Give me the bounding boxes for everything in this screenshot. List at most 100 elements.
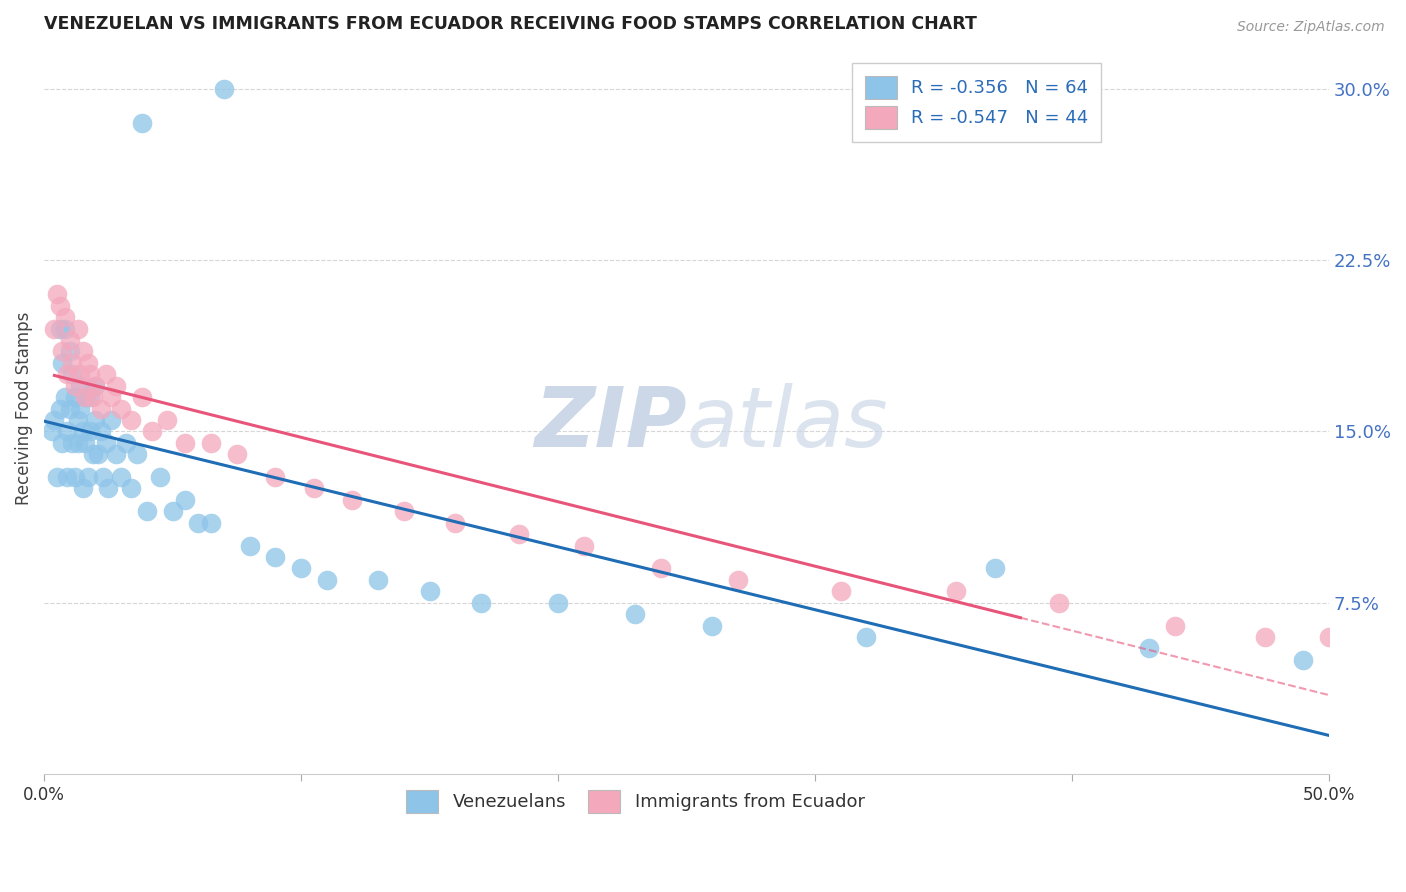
Point [110, 470, 132, 484]
Point [121, 413, 143, 427]
Point [56, 470, 79, 484]
Point [264, 470, 287, 484]
Legend: Venezuelans, Immigrants from Ecuador: Venezuelans, Immigrants from Ecuador [391, 775, 879, 827]
Point [239, 539, 262, 553]
Point [418, 584, 440, 599]
Point [56, 368, 79, 382]
Point [149, 470, 172, 484]
Point [94, 368, 117, 382]
Point [156, 413, 179, 427]
Point [508, 527, 530, 541]
Point [79, 425, 101, 439]
Point [51, 356, 73, 370]
Point [84, 378, 107, 392]
Point [94, 435, 117, 450]
Point [44, 321, 66, 335]
Point [115, 435, 138, 450]
Point [187, 516, 209, 530]
Point [48, 299, 70, 313]
Point [1163, 618, 1185, 632]
Point [200, 435, 222, 450]
Point [444, 516, 467, 530]
Point [66, 321, 89, 335]
Point [79, 368, 101, 382]
Point [72, 425, 94, 439]
Text: VENEZUELAN VS IMMIGRANTS FROM ECUADOR RECEIVING FOOD STAMPS CORRELATION CHART: VENEZUELAN VS IMMIGRANTS FROM ECUADOR RE… [44, 15, 977, 33]
Point [264, 549, 287, 564]
Point [302, 482, 325, 496]
Point [162, 504, 184, 518]
Point [121, 482, 143, 496]
Point [200, 516, 222, 530]
Point [90, 425, 112, 439]
Point [212, 81, 235, 95]
Point [75, 435, 97, 450]
Point [72, 344, 94, 359]
Point [105, 378, 128, 392]
Point [131, 116, 153, 130]
Point [48, 401, 70, 416]
Point [105, 447, 128, 461]
Point [91, 470, 114, 484]
Text: atlas: atlas [686, 383, 889, 464]
Point [131, 390, 153, 404]
Point [66, 413, 89, 427]
Point [82, 390, 104, 404]
Point [830, 584, 852, 599]
Point [60, 356, 83, 370]
Point [650, 561, 672, 575]
Point [700, 618, 723, 632]
Point [75, 390, 97, 404]
Point [41, 425, 63, 439]
Text: Source: ZipAtlas.com: Source: ZipAtlas.com [1237, 20, 1385, 34]
Point [82, 447, 104, 461]
Point [69, 378, 91, 392]
Point [547, 596, 569, 610]
Point [48, 321, 70, 335]
Point [72, 482, 94, 496]
Point [367, 573, 389, 587]
Point [97, 482, 120, 496]
Point [75, 390, 97, 404]
Point [60, 368, 83, 382]
Point [90, 401, 112, 416]
Point [1292, 653, 1315, 667]
Point [51, 435, 73, 450]
Point [1137, 641, 1160, 656]
Point [51, 344, 73, 359]
Point [76, 470, 98, 484]
Point [53, 321, 76, 335]
Point [53, 310, 76, 324]
Point [1317, 630, 1340, 644]
Point [1253, 630, 1275, 644]
Point [84, 413, 107, 427]
Point [100, 413, 122, 427]
Point [46, 287, 69, 301]
Point [69, 401, 91, 416]
Point [87, 447, 110, 461]
Point [53, 390, 76, 404]
Point [470, 596, 492, 610]
Point [60, 435, 83, 450]
Point [392, 504, 415, 518]
Point [624, 607, 647, 622]
Point [945, 584, 967, 599]
Point [79, 390, 101, 404]
Point [225, 447, 247, 461]
Point [76, 356, 98, 370]
Point [342, 492, 364, 507]
Point [56, 425, 79, 439]
Point [984, 561, 1007, 575]
Point [59, 401, 82, 416]
Point [110, 401, 132, 416]
Point [66, 435, 89, 450]
Point [315, 573, 337, 587]
Point [63, 378, 86, 392]
Point [44, 413, 66, 427]
Point [84, 378, 107, 392]
Point [63, 390, 86, 404]
Point [125, 447, 148, 461]
Point [46, 470, 69, 484]
Point [59, 333, 82, 347]
Text: ZIP: ZIP [534, 383, 686, 464]
